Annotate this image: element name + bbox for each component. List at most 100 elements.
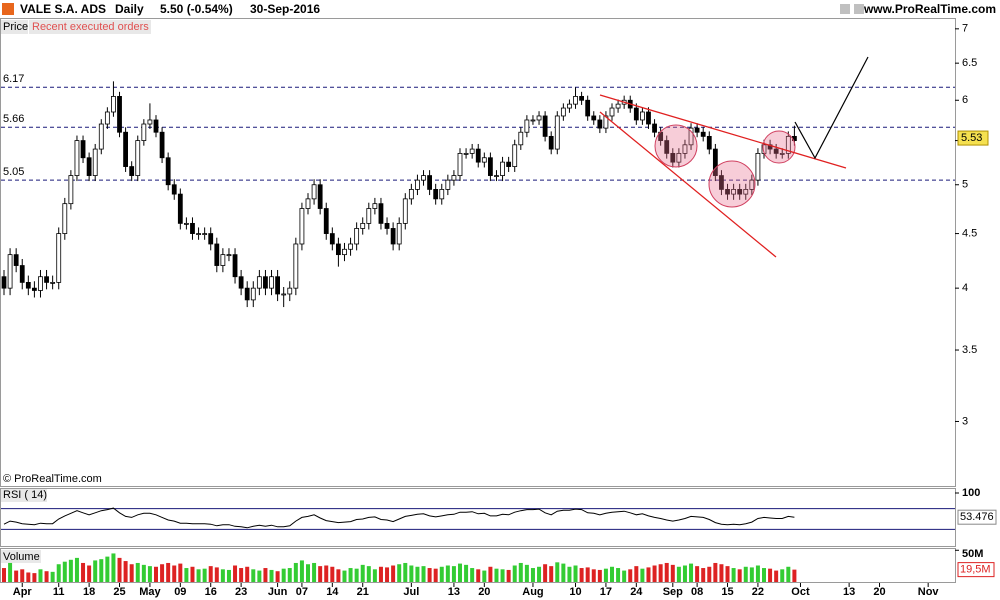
volume-bar	[208, 566, 213, 582]
x-tick-label: 07	[296, 586, 308, 598]
candle-body	[451, 175, 457, 181]
volume-bar	[397, 564, 402, 582]
candle-body	[317, 184, 323, 209]
volume-bar	[330, 566, 335, 582]
candle-body	[232, 254, 238, 278]
candle-body	[68, 175, 74, 205]
x-tick-label: 18	[83, 586, 95, 598]
candle-body	[706, 135, 712, 150]
volume-bar	[670, 564, 675, 582]
x-tick-label: Apr	[13, 586, 33, 598]
x-tick-label: Sep	[663, 586, 683, 598]
candle-body	[779, 152, 785, 155]
candle-body	[117, 96, 122, 133]
candle-body	[506, 161, 512, 167]
x-tick-label: 20	[478, 586, 490, 598]
candle-body	[7, 254, 13, 289]
volume-bar	[239, 568, 244, 582]
x-tick-label: 10	[569, 586, 581, 598]
candle-body	[214, 243, 220, 266]
volume-bar	[154, 566, 158, 582]
panel-label: Price	[3, 21, 28, 33]
candle-body	[633, 107, 639, 121]
candle-body	[494, 175, 499, 177]
volume-bar	[567, 566, 572, 582]
x-tick-label: 14	[326, 586, 339, 598]
volume-bar	[354, 568, 359, 582]
candle-body	[664, 140, 670, 154]
volume-bar	[403, 562, 408, 582]
candle-body	[32, 287, 37, 291]
candle-body	[524, 119, 530, 133]
orders-label[interactable]: Recent executed orders	[32, 21, 149, 33]
y-tick-label: 6.5	[962, 57, 977, 69]
volume-bar	[366, 566, 371, 582]
x-tick-label: 24	[630, 586, 643, 598]
candle-body	[457, 152, 463, 176]
volume-bar	[2, 568, 6, 582]
candle-body	[384, 222, 390, 229]
volume-bar	[99, 559, 104, 582]
volume-bar	[32, 573, 37, 582]
volume-bar	[634, 566, 639, 582]
highlight-circle	[708, 160, 756, 208]
orders-box[interactable]	[29, 20, 151, 34]
volume-bar	[141, 564, 146, 582]
candle-body	[396, 222, 402, 245]
volume-bar	[196, 569, 201, 582]
candle-body	[700, 131, 706, 137]
window-button[interactable]	[854, 4, 864, 14]
volume-bar	[415, 566, 420, 582]
volume-bar	[281, 568, 286, 582]
candle-body	[469, 148, 475, 154]
x-tick-label: Jul	[403, 586, 419, 598]
window-button[interactable]	[840, 4, 850, 14]
volume-label-box	[1, 550, 41, 563]
volume-bar	[226, 569, 231, 582]
volume-bar	[439, 566, 444, 582]
candle-body	[463, 152, 469, 155]
volume-bar	[135, 562, 140, 582]
volume-bar	[664, 562, 669, 582]
volume-bar	[524, 564, 529, 582]
volume-bar	[652, 565, 657, 582]
volume-bar	[20, 569, 25, 582]
candle-body	[366, 208, 372, 224]
candle-body	[652, 123, 657, 133]
period: Daily	[115, 2, 144, 16]
volume-bar	[263, 568, 268, 582]
candle-body	[378, 203, 384, 224]
candle-body	[335, 243, 341, 256]
candle-body	[104, 111, 110, 125]
volume-bar	[427, 568, 432, 582]
volume-bar	[129, 564, 134, 582]
highlight-circle	[762, 130, 796, 164]
volume-bar	[518, 562, 523, 582]
volume-bar	[14, 570, 19, 582]
candle-body	[342, 248, 347, 256]
volume-bar	[464, 564, 469, 582]
volume-bar	[360, 564, 365, 582]
y-tick-label: 4.5	[962, 227, 977, 239]
candle-body	[688, 127, 694, 146]
candle-body	[287, 287, 293, 295]
candle-body	[159, 131, 165, 159]
volume-bar	[689, 563, 694, 582]
volume-bar	[731, 568, 736, 582]
volume-bar	[579, 568, 584, 582]
volume-bar	[74, 557, 79, 582]
candle-body	[481, 157, 487, 163]
volume-bar	[50, 571, 55, 582]
candle-body	[439, 189, 445, 200]
candle-body	[269, 276, 274, 289]
candle-body	[111, 96, 116, 113]
x-tick-label: 25	[113, 586, 125, 598]
volume-bar	[26, 572, 31, 582]
candle-body	[500, 161, 505, 176]
candle-body	[591, 115, 597, 121]
candle-body	[646, 111, 651, 125]
x-tick-label: 16	[205, 586, 217, 598]
volume-bar	[348, 568, 353, 582]
candle-body	[536, 115, 542, 121]
